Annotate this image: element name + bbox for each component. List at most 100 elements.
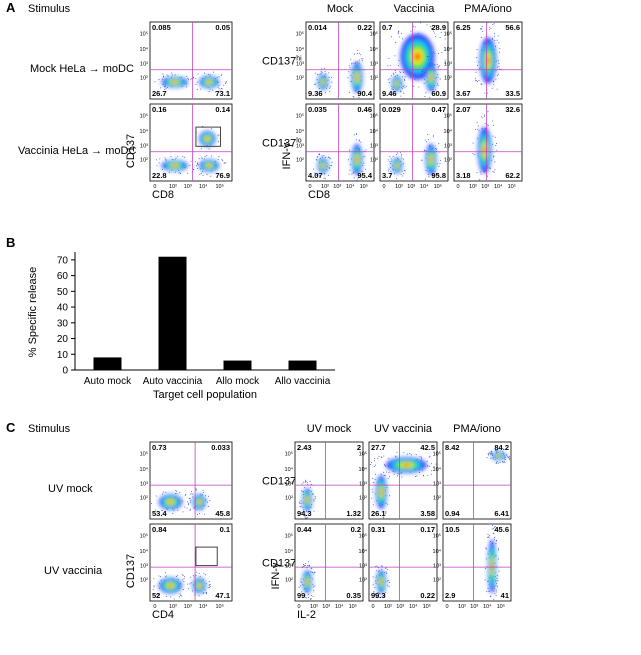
event-dot	[300, 505, 302, 507]
event-dot	[489, 590, 491, 592]
event-dot	[490, 453, 492, 455]
event-dot	[198, 513, 200, 515]
plot-frame	[305, 103, 375, 182]
density-level	[491, 561, 493, 572]
event-dot	[492, 143, 494, 145]
label: 99.3	[371, 591, 386, 600]
event-dot	[316, 79, 318, 81]
label: 0	[62, 366, 68, 377]
event-dot	[187, 77, 189, 79]
event-dot	[375, 595, 377, 597]
event-dot	[372, 576, 374, 578]
event-dot	[203, 491, 205, 493]
event-dot	[329, 165, 331, 167]
label: 10⁵	[444, 31, 452, 38]
event-dot	[189, 164, 191, 166]
event-dot	[219, 89, 221, 91]
event-dot	[399, 152, 401, 154]
label: 0	[153, 604, 156, 610]
label: 0.16	[152, 105, 167, 114]
event-dot	[179, 491, 181, 493]
label: 10⁵	[423, 603, 431, 610]
event-dot	[472, 142, 474, 144]
event-dot	[362, 156, 364, 158]
event-dot	[182, 511, 184, 513]
event-dot	[389, 476, 391, 478]
event-dot	[331, 81, 333, 83]
label: 10²	[384, 604, 392, 610]
label: Vaccinia	[394, 3, 436, 15]
label: 0.31	[371, 525, 386, 534]
label: 10²	[370, 75, 378, 81]
label: 33.5	[505, 89, 520, 98]
event-dot	[303, 600, 305, 601]
event-dot	[389, 78, 391, 80]
event-dot	[478, 180, 480, 181]
label: Allo vaccinia	[275, 376, 331, 387]
event-dot	[480, 116, 482, 118]
label: 10⁵	[434, 183, 442, 190]
label: 0.22	[420, 591, 435, 600]
event-dot	[181, 574, 183, 576]
event-dot	[483, 191, 484, 192]
event-dot	[476, 80, 478, 82]
bar	[223, 360, 252, 370]
event-dot	[484, 568, 486, 570]
event-dot	[360, 171, 362, 173]
event-dot	[359, 59, 361, 61]
event-dot	[487, 453, 489, 455]
event-dot	[409, 452, 411, 454]
event-dot	[509, 457, 511, 459]
label: 10⁵	[508, 183, 516, 190]
event-dot	[422, 19, 423, 20]
label: 10³	[396, 604, 404, 610]
blob	[159, 494, 182, 510]
event-dot	[487, 124, 489, 126]
event-dot	[491, 520, 492, 521]
event-dot	[477, 65, 479, 67]
event-dot	[424, 72, 426, 74]
event-dot	[203, 513, 205, 515]
event-dot	[195, 83, 197, 85]
event-dot	[373, 458, 375, 460]
label: 10²	[140, 157, 148, 163]
label: 10²	[285, 577, 293, 583]
event-dot	[376, 565, 378, 567]
event-dot	[421, 159, 423, 161]
event-dot	[378, 569, 380, 571]
event-dot	[377, 591, 379, 593]
density-level	[396, 164, 398, 167]
event-dot	[388, 582, 390, 584]
event-dot	[494, 169, 496, 171]
event-dot	[307, 565, 309, 567]
event-dot	[173, 510, 175, 512]
event-dot	[493, 156, 495, 158]
plot-frame	[379, 103, 449, 182]
event-dot	[313, 499, 315, 501]
event-dot	[310, 483, 312, 485]
label: 0.17	[420, 525, 435, 534]
label: 10⁵	[215, 183, 223, 190]
event-dot	[438, 460, 439, 461]
event-dot	[375, 577, 377, 579]
event-dot	[199, 173, 201, 175]
event-dot	[493, 23, 495, 25]
blob	[159, 577, 182, 594]
label: 10⁵	[370, 113, 378, 120]
event-dot	[431, 27, 433, 29]
event-dot	[201, 157, 203, 159]
event-dot	[499, 450, 501, 452]
label: 10²	[140, 577, 148, 583]
label: 45.8	[215, 509, 230, 518]
event-dot	[474, 128, 476, 130]
plot-frame	[149, 441, 233, 520]
event-dot	[218, 76, 220, 78]
event-dot	[203, 592, 205, 594]
event-dot	[436, 63, 438, 65]
event-dot	[416, 16, 417, 17]
event-dot	[482, 117, 484, 119]
event-dot	[492, 23, 494, 25]
blob	[192, 577, 206, 594]
event-dot	[389, 156, 391, 158]
